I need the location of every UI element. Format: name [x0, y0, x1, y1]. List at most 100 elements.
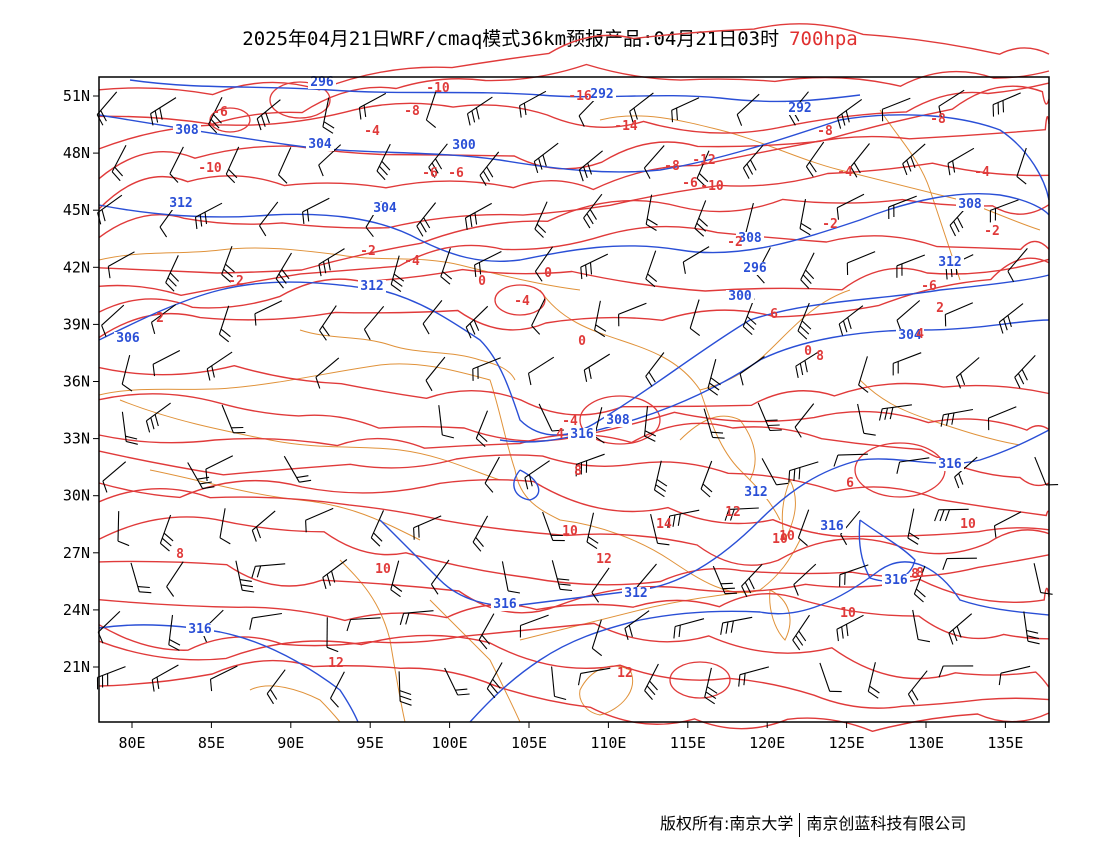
- title-main: 2025年04月21日WRF/cmaq模式36km预报产品:04月21日03时: [242, 28, 780, 50]
- wind-barb-staff: [315, 357, 340, 378]
- temp-label: 12: [617, 666, 633, 681]
- wind-barb-staff: [893, 352, 922, 364]
- wind-barb-staff: [836, 193, 865, 209]
- wind-barb-feather: [587, 536, 599, 544]
- temp-label: 10: [772, 532, 788, 547]
- wind-barb-feather: [951, 412, 955, 425]
- wind-barb-feather: [210, 118, 220, 129]
- temp-label: 12: [725, 505, 741, 520]
- wind-barb-feather: [302, 211, 305, 224]
- wind-barb-staff: [538, 403, 553, 432]
- height-label-bg: [741, 262, 769, 275]
- wind-barb-feather: [797, 330, 808, 340]
- wind-barb-feather: [225, 173, 236, 184]
- height-label-bg: [173, 124, 201, 137]
- wind-barb-feather: [440, 276, 451, 285]
- wind-barb-feather: [151, 679, 155, 692]
- wind-barb-staff: [789, 461, 819, 472]
- wind-barb-feather: [1014, 377, 1021, 389]
- wind-barb-feather: [934, 509, 940, 522]
- wind-barb-feather: [594, 435, 605, 444]
- height-label: 306: [116, 331, 140, 346]
- temp-contour-line: [98, 450, 1050, 517]
- wind-barb-feather: [744, 321, 755, 331]
- wind-barb-staff: [219, 508, 226, 538]
- height-label-bg: [491, 598, 519, 611]
- wind-barb-feather: [102, 480, 108, 493]
- wind-barb-staff: [847, 251, 876, 264]
- wind-barb-staff: [1016, 147, 1027, 177]
- wind-barb-feather: [473, 319, 480, 331]
- boundary-layer: [98, 109, 1041, 723]
- lat-tick-label: 33N: [63, 430, 90, 448]
- wind-barb-feather: [475, 438, 486, 448]
- wind-barb-staff: [322, 559, 348, 578]
- temp-contour-line: [98, 116, 1050, 210]
- wind-barb-feather: [330, 570, 336, 583]
- wind-barb-feather: [425, 380, 433, 392]
- wind-barb-feather: [152, 364, 156, 377]
- temp-label: -14: [614, 119, 638, 134]
- wind-barb-staff: [551, 560, 561, 590]
- wind-barb-staff: [302, 197, 330, 213]
- wind-barb-feather: [465, 326, 472, 339]
- height-label-bg: [450, 139, 478, 152]
- wind-barb-feather: [725, 621, 729, 634]
- wind-barb-feather: [645, 376, 653, 387]
- wind-barb-feather: [107, 266, 111, 279]
- wind-barb-feather: [645, 223, 657, 231]
- wind-barb-feather: [489, 683, 499, 694]
- wind-barbs: [96, 89, 1059, 708]
- wind-barb-feather: [199, 481, 212, 485]
- temp-label: 0: [478, 274, 486, 289]
- wind-barb-feather: [952, 160, 956, 173]
- wind-barb-feather: [318, 264, 322, 277]
- wind-barb-staff: [520, 614, 549, 627]
- temp-contour-loop: [579, 395, 661, 445]
- wind-barb-feather: [478, 639, 488, 650]
- wind-barb-feather: [769, 429, 782, 432]
- wind-barb-feather: [628, 625, 633, 637]
- boundary-line: [879, 109, 961, 281]
- temp-contour-line: [98, 622, 1050, 688]
- wind-barb-feather: [390, 589, 401, 598]
- wind-barb-feather: [422, 323, 430, 335]
- height-label: 312: [938, 255, 961, 270]
- wind-barb-feather: [100, 110, 107, 122]
- wind-barb-staff: [736, 93, 760, 115]
- wind-barb-feather: [228, 168, 238, 179]
- temp-label: 4: [916, 327, 924, 342]
- wind-barb-feather: [730, 620, 734, 633]
- wind-barb-feather: [363, 104, 367, 117]
- height-label-bg: [736, 232, 764, 245]
- wind-barb-feather: [260, 115, 266, 127]
- temp-contour-line: [98, 487, 1050, 566]
- temp-label: -12: [692, 153, 715, 168]
- wind-barb-feather: [373, 532, 383, 542]
- wind-barb-feather: [858, 384, 869, 393]
- wind-barb-feather: [205, 469, 208, 482]
- wind-barb-feather: [736, 114, 743, 126]
- wind-barb-feather: [705, 691, 717, 700]
- wind-barb-feather: [645, 278, 656, 288]
- wind-barb-feather: [419, 221, 427, 233]
- wind-barb-feather: [804, 360, 808, 373]
- wind-barb-staff: [636, 563, 657, 588]
- wind-barb-feather: [841, 626, 844, 639]
- wind-barb-feather: [524, 477, 529, 490]
- wind-barb-staff: [988, 406, 1017, 419]
- wind-barb-feather: [220, 328, 231, 338]
- wind-barb-feather: [633, 107, 638, 120]
- temp-label: -8: [930, 112, 946, 127]
- wind-barb-staff: [221, 404, 234, 434]
- wind-barb-feather: [911, 689, 919, 701]
- wind-barb-feather: [405, 612, 410, 625]
- wind-barb-staff: [671, 97, 700, 111]
- wind-barb-feather: [457, 693, 470, 696]
- height-label: 308: [606, 413, 630, 428]
- wind-barb-feather: [251, 530, 257, 542]
- wind-barb-feather: [365, 226, 374, 238]
- height-label-bg: [371, 202, 399, 215]
- wind-barb-staff: [739, 355, 765, 375]
- temp-label: 10: [960, 517, 976, 532]
